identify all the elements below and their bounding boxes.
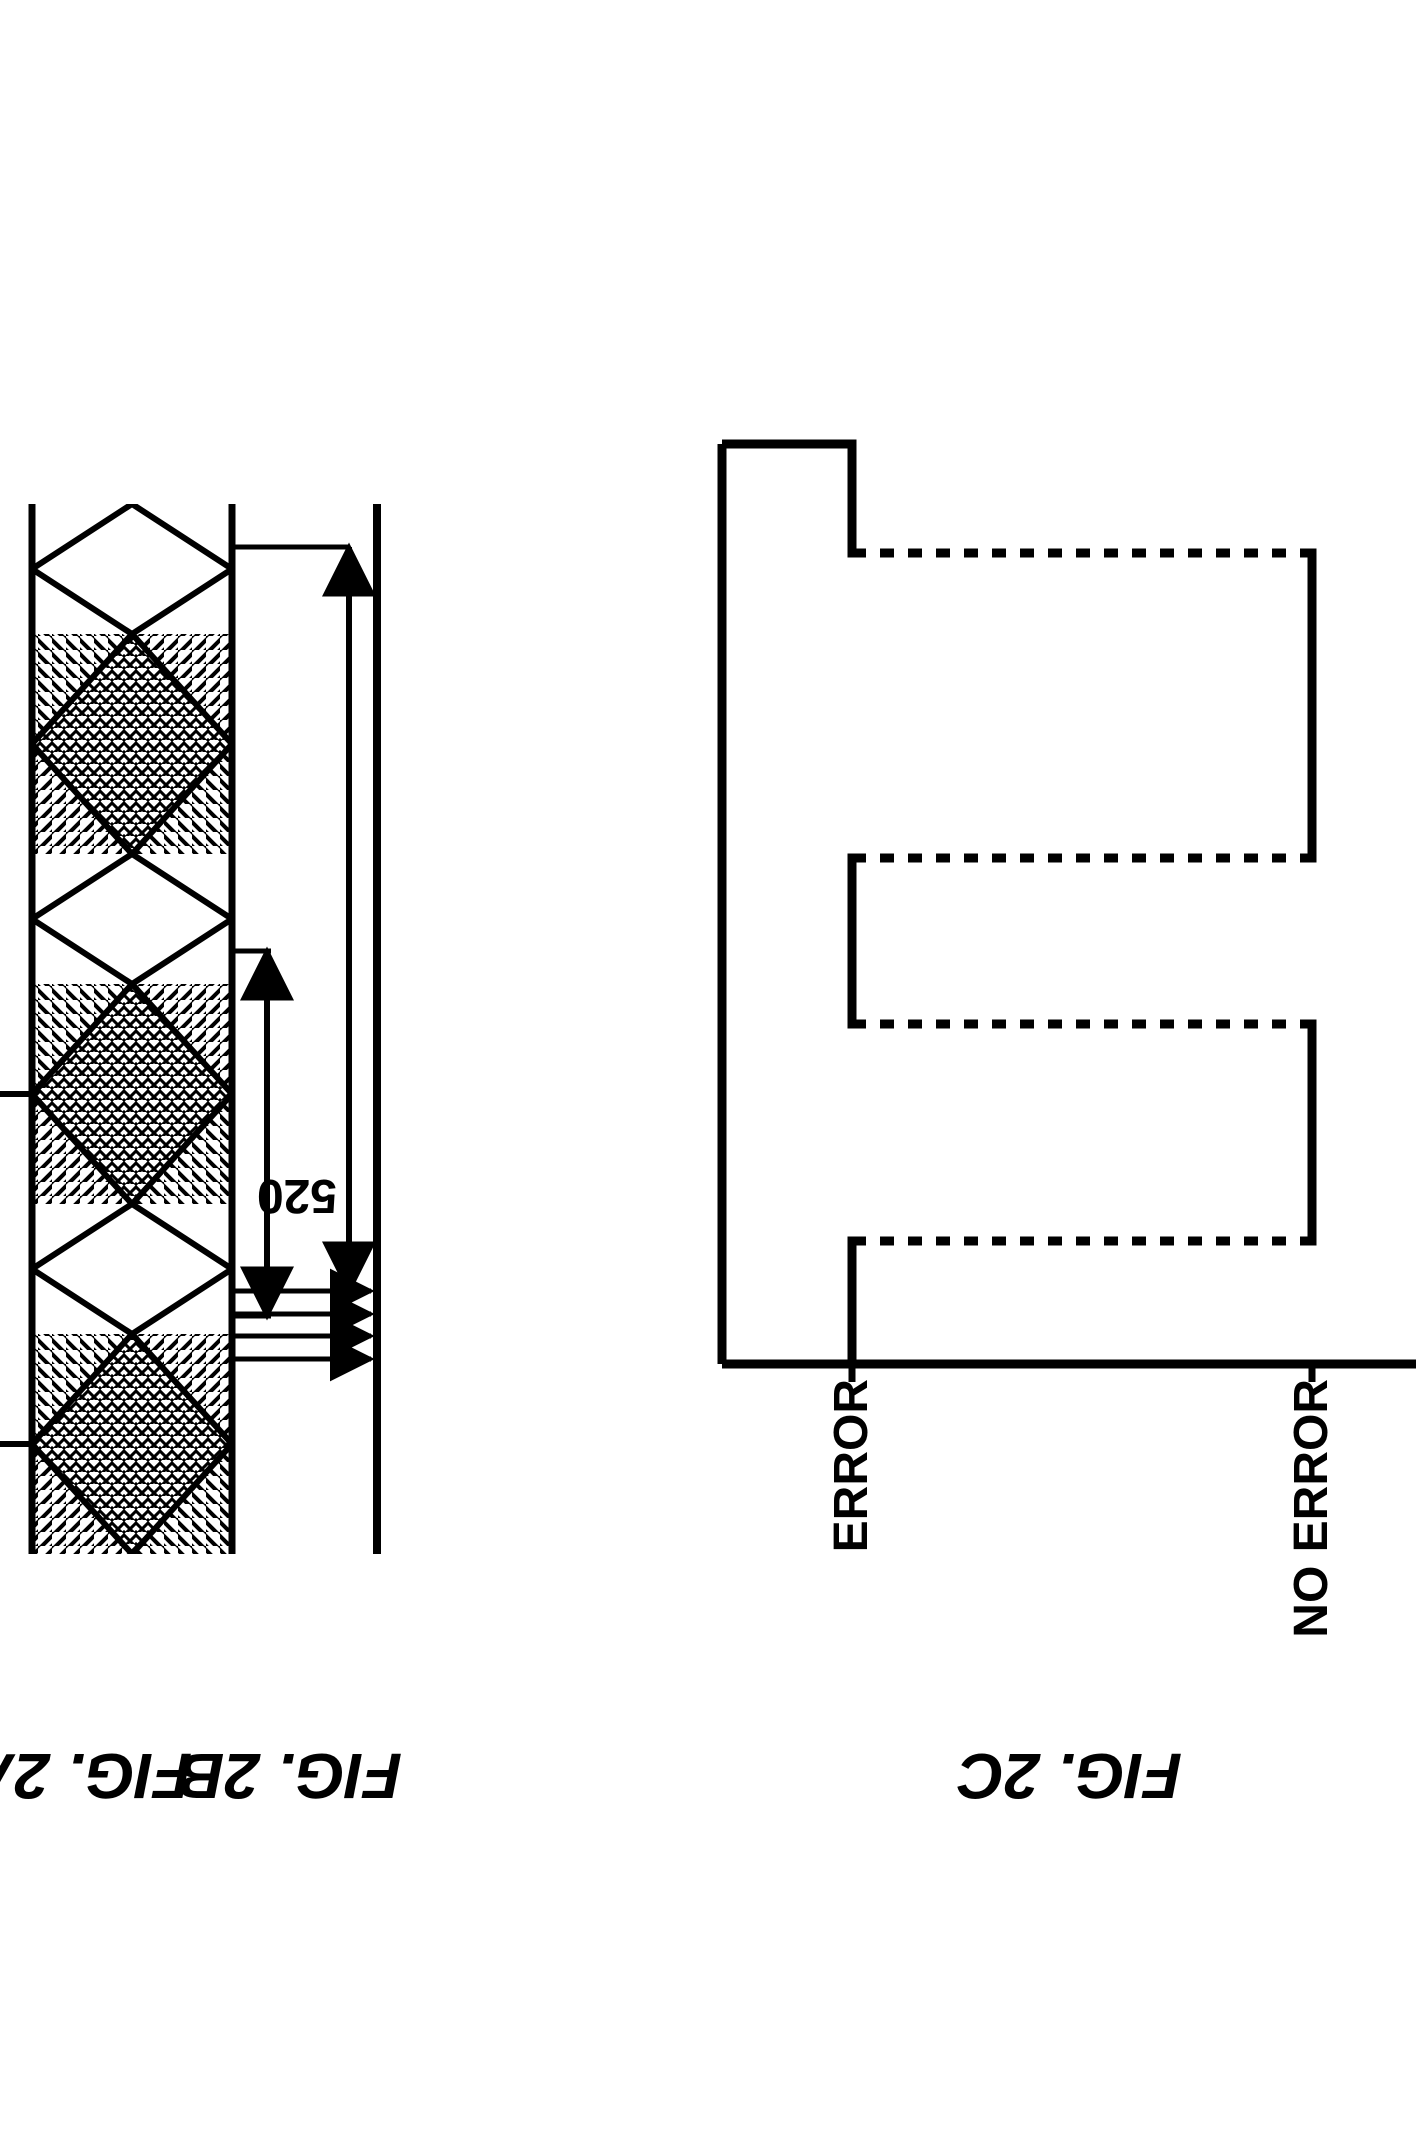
page: 50052001252503755005257508751000ERRORNO … <box>0 0 1416 2152</box>
y-label-error: ERROR <box>825 1379 878 1552</box>
figure-svg: 50052001252503755005257508751000ERRORNO … <box>0 0 1416 2152</box>
fig-2b-label: FIG. 2B <box>178 1740 402 1812</box>
fig-2b: 520 <box>232 504 377 1554</box>
fig-2a-label: FIG. 2A <box>0 1740 192 1812</box>
fig-2a: 500 <box>0 0 232 2152</box>
fig-2c: 01252503755005257508751000ERRORNO ERRORD… <box>722 326 1416 1638</box>
y-label-no-error: NO ERROR <box>1285 1379 1338 1638</box>
fig-2c-label: FIG. 2C <box>957 1740 1182 1812</box>
step-trace <box>852 444 1312 1364</box>
dim-520: 520 <box>257 1169 337 1222</box>
